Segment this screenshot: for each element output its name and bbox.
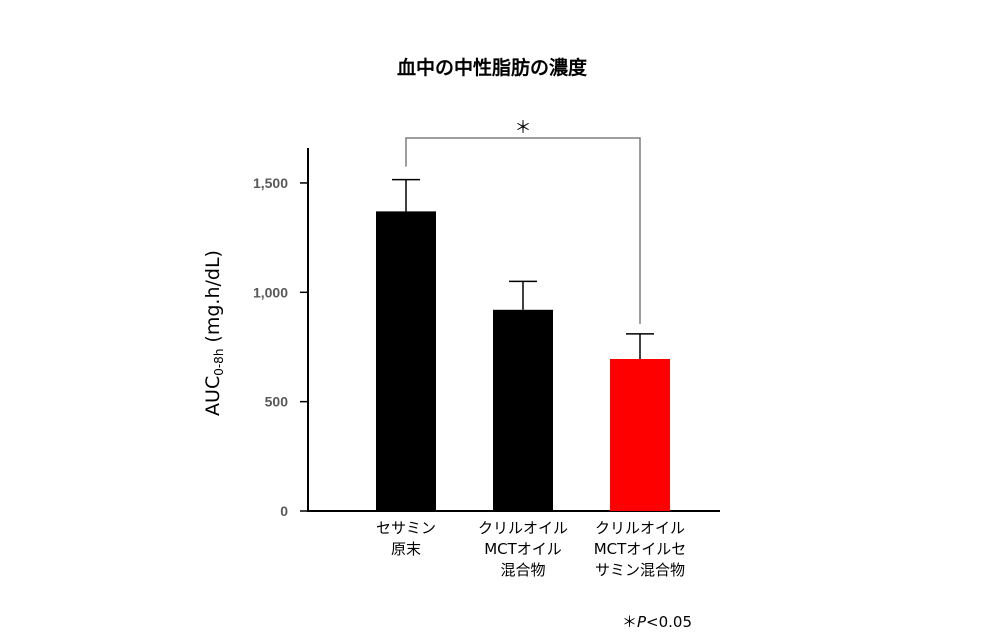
category-label-2-line-2: サミン混合物 <box>595 561 685 579</box>
y-tick-label-3: 1,500 <box>253 175 288 191</box>
bar-1 <box>493 309 553 511</box>
y-tick-label-1: 500 <box>265 394 289 410</box>
y-ticks: 0 500 1,000 1,500 <box>253 175 308 519</box>
note-star: ＊ <box>622 613 637 631</box>
category-label-1-line-1: MCTオイル <box>484 540 562 558</box>
category-label-1-line-0: クリルオイル <box>478 519 568 537</box>
significance-star: ＊ <box>515 118 532 138</box>
significance-bracket: ＊ <box>405 118 641 324</box>
category-label-2-line-1: MCTオイルセ <box>594 540 687 558</box>
svg-text:AUC0-8h(mg.h/dL): AUC0-8h (mg.h/dL) <box>202 250 226 416</box>
y-axis-title-sub: 0-8h <box>212 349 226 376</box>
y-tick-label-2: 1,000 <box>253 284 288 300</box>
y-axis-title-unit: (mg.h/dL) <box>202 250 224 343</box>
y-axis-title-main: AUC <box>202 376 224 416</box>
note-p: P <box>637 613 647 631</box>
error-bars <box>392 178 654 360</box>
bar-2 <box>610 359 670 511</box>
category-label-2-line-0: クリルオイル <box>595 519 685 537</box>
y-axis-title: AUC0-8h (mg.h/dL) <box>202 250 226 416</box>
significance-bracket-line <box>405 137 641 324</box>
category-label-1-line-2: 混合物 <box>500 561 545 579</box>
category-label-0-line-0: セサミン <box>376 519 436 537</box>
significance-note: ＊P<0.05 <box>622 613 692 631</box>
y-tick-label-0: 0 <box>280 503 288 519</box>
note-threshold: <0.05 <box>646 613 692 631</box>
bar-0 <box>376 211 436 512</box>
chart-title: 血中の中性脂肪の濃度 <box>397 56 588 79</box>
category-label-0-line-1: 原末 <box>391 540 421 558</box>
bars <box>376 211 670 512</box>
